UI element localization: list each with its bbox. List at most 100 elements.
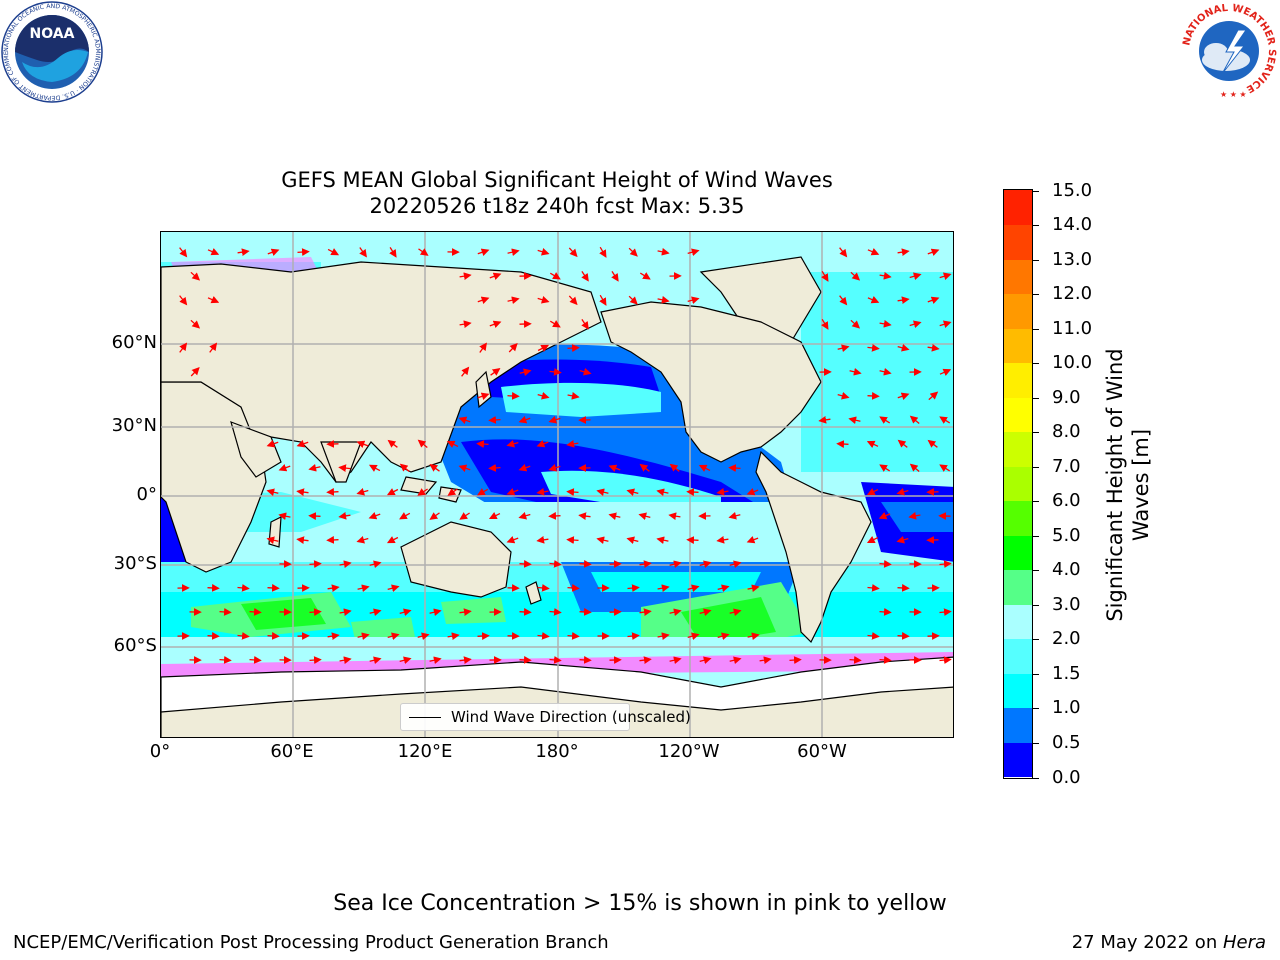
wave-direction-arrow (207, 296, 220, 304)
wave-direction-arrow (939, 560, 952, 568)
wave-direction-arrow (339, 560, 352, 569)
wave-direction-arrow (190, 319, 201, 329)
wave-direction-arrow (866, 536, 879, 544)
wave-direction-arrow (327, 248, 340, 256)
wave-direction-arrow (266, 439, 279, 448)
colorbar-segment (1004, 569, 1032, 605)
wave-direction-arrow (839, 295, 848, 306)
wave-direction-arrow (357, 632, 370, 641)
wave-direction-arrow (338, 511, 351, 520)
wave-direction-arrow (368, 512, 381, 520)
wave-direction-arrow (611, 271, 619, 282)
wave-direction-arrow (207, 632, 220, 640)
wave-direction-arrow (879, 656, 892, 664)
wave-direction-arrow (537, 584, 550, 592)
wave-direction-arrow (267, 248, 280, 256)
wave-direction-arrow (821, 318, 829, 330)
wave-direction-arrow (578, 512, 591, 520)
wave-direction-arrow (537, 391, 550, 400)
wave-direction-arrow (897, 392, 910, 401)
wave-direction-arrow (417, 439, 428, 449)
wave-direction-arrow (897, 296, 910, 305)
wave-direction-arrow (717, 632, 730, 641)
wave-direction-arrow (297, 248, 310, 256)
wave-direction-arrow (897, 439, 908, 448)
footer-date: 27 May 2022 on Hera (1072, 932, 1266, 954)
wave-direction-arrow (549, 320, 561, 328)
wave-direction-arrow (716, 535, 729, 544)
wave-direction-arrow (309, 608, 322, 616)
wave-direction-arrow (549, 608, 562, 616)
wave-direction-arrow (747, 584, 760, 593)
wave-direction-arrow (296, 536, 309, 544)
wave-direction-arrow (568, 295, 578, 306)
wave-direction-arrow (669, 463, 680, 472)
wave-direction-arrow (818, 415, 831, 424)
colorbar-tick-label: 0.5 (1052, 731, 1081, 753)
colorbar-tick-label: 1.5 (1052, 662, 1081, 684)
wave-direction-arrow (519, 656, 532, 664)
wave-direction-arrow (566, 488, 579, 496)
wave-direction-arrow (909, 463, 920, 472)
wave-direction-arrow (896, 487, 909, 496)
wave-direction-arrow (549, 656, 562, 664)
wave-direction-arrow (579, 608, 592, 616)
wave-direction-arrow (326, 488, 339, 496)
colorbar-title: Significant Height of Wind Waves [m] (1102, 205, 1154, 765)
wave-direction-arrow (687, 584, 700, 593)
wave-direction-arrow (627, 632, 640, 640)
wave-direction-arrow (237, 632, 250, 640)
wave-direction-arrow (566, 536, 579, 544)
wave-direction-arrow (479, 342, 487, 353)
wave-direction-arrow (518, 463, 531, 472)
wave-direction-arrow (549, 560, 562, 568)
wave-direction-arrow (508, 343, 518, 353)
wave-direction-arrow (867, 584, 880, 592)
wave-direction-arrow (477, 488, 489, 496)
wave-direction-arrow (729, 560, 742, 569)
noaa-logo-text: NOAA (30, 26, 75, 42)
wave-direction-arrow (507, 248, 520, 257)
lon-label-60w: 60°W (797, 741, 847, 762)
wave-direction-arrow (867, 392, 880, 400)
chart-title: GEFS MEAN Global Significant Height of W… (281, 168, 833, 192)
wave-direction-arrow (506, 439, 519, 448)
map-panel (160, 231, 954, 738)
wave-direction-arrow (927, 296, 940, 304)
wave-direction-arrow (729, 608, 742, 617)
wave-direction-arrow (879, 367, 892, 376)
wave-direction-arrow (821, 270, 829, 282)
wave-direction-arrow (458, 464, 471, 473)
wave-direction-arrow (536, 440, 549, 448)
colorbar-tick (1033, 777, 1039, 779)
wave-direction-arrow (308, 512, 321, 520)
colorbar-tick (1033, 639, 1039, 641)
wave-direction-arrow (896, 535, 909, 544)
wave-direction-arrow (339, 656, 352, 665)
wave-direction-arrow (458, 416, 471, 425)
wave-direction-arrow (836, 440, 849, 448)
wave-direction-arrow (447, 488, 458, 496)
wave-direction-arrow (927, 248, 940, 256)
wave-direction-arrow (897, 584, 910, 592)
wave-direction-arrow (839, 247, 848, 258)
wave-direction-arrow (326, 536, 339, 544)
wave-direction-arrow (656, 536, 669, 545)
nws-logo: NATIONAL WEATHER SERVICE ★ ★ ★ (1180, 2, 1278, 100)
wave-direction-arrow (267, 632, 280, 640)
legend-label: Wind Wave Direction (unscaled) (451, 708, 691, 726)
wave-direction-arrow (867, 632, 880, 640)
wave-direction-arrow (369, 560, 382, 569)
wave-direction-arrow (549, 368, 562, 376)
colorbar-segment (1004, 259, 1032, 295)
wave-direction-arrow (417, 488, 428, 496)
wave-direction-arrow (639, 608, 652, 616)
colorbar-tick (1033, 501, 1039, 503)
wave-direction-arrow (207, 584, 220, 592)
wave-direction-arrow (639, 560, 652, 568)
wave-height-map (161, 232, 953, 737)
wave-direction-arrow (179, 342, 188, 353)
lon-label-120w: 120°W (658, 741, 720, 762)
colorbar-segment (1004, 328, 1032, 364)
wave-direction-arrow (389, 247, 397, 258)
